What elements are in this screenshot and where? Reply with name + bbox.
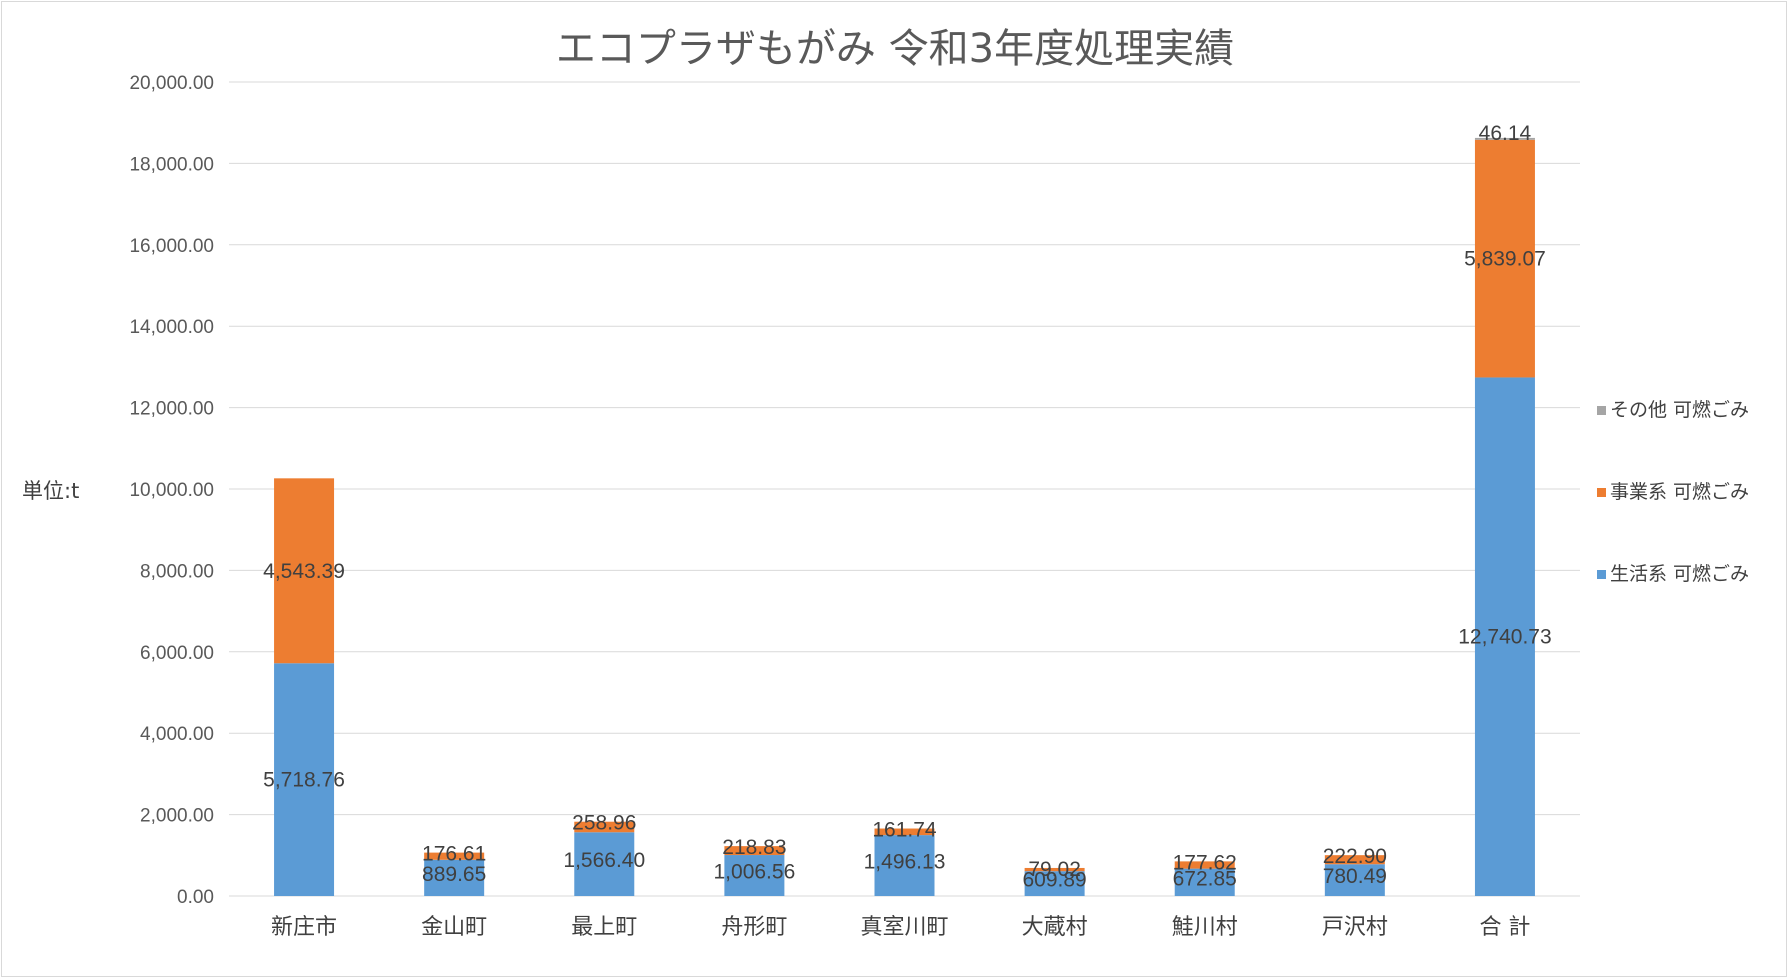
data-label: 12,740.73	[1458, 626, 1551, 649]
data-label: 258.96	[572, 812, 636, 835]
bar-segment	[274, 478, 335, 664]
x-category-label: 戸沢村	[1322, 915, 1388, 940]
bar-segment	[424, 859, 485, 896]
data-label: 176.61	[422, 843, 486, 866]
x-category-label: 鮭川村	[1172, 915, 1238, 940]
y-tick-label: 8,000.00	[140, 561, 214, 582]
legend-label: 生活系 可燃ごみ	[1610, 563, 1749, 585]
bar-segment	[724, 846, 785, 856]
x-category-label: 大蔵村	[1022, 915, 1088, 940]
bar-segment	[1024, 867, 1085, 872]
data-label: 672.85	[1173, 867, 1237, 890]
data-label: 4,543.39	[263, 560, 345, 583]
bar-segment	[724, 855, 785, 896]
x-category-label: 舟形町	[721, 915, 787, 940]
bar-segment	[1324, 855, 1385, 865]
x-category-label: 金山町	[421, 915, 487, 940]
y-tick-label: 18,000.00	[129, 154, 214, 175]
bar-segment	[1174, 868, 1235, 896]
x-axis-categories: 新庄市 金山町 最上町 舟形町 真室川町 大蔵村 鮭川村 戸沢村 合 計	[271, 915, 1530, 940]
data-label: 46.14	[1479, 122, 1532, 145]
y-tick-label: 2,000.00	[140, 806, 214, 827]
bar-segment	[874, 828, 935, 836]
y-tick-label: 20,000.00	[129, 73, 214, 94]
y-axis-unit-label: 単位:t	[22, 479, 79, 503]
legend-swatch	[1597, 488, 1606, 497]
data-label: 1,006.56	[714, 861, 796, 884]
data-label: 1,496.13	[864, 851, 946, 874]
x-category-label: 新庄市	[271, 915, 337, 940]
x-category-label: 最上町	[571, 915, 637, 940]
data-label: 5,718.76	[263, 769, 345, 792]
data-label: 889.65	[422, 863, 486, 886]
data-label: 222.90	[1323, 845, 1387, 868]
y-axis-ticks: 0.00 2,000.00 4,000.00 6,000.00 8,000.00 10,0…	[129, 73, 214, 908]
legend-label: 事業系 可燃ごみ	[1610, 481, 1749, 503]
data-label: 161.74	[872, 819, 937, 842]
bar-segment	[1324, 864, 1385, 896]
bar-segment	[274, 663, 335, 896]
bar-segment	[574, 821, 635, 833]
data-label: 609.89	[1022, 869, 1086, 892]
y-tick-label: 14,000.00	[129, 317, 214, 338]
bar-segment	[1474, 137, 1535, 140]
data-label: 218.83	[722, 836, 786, 859]
data-label: 5,839.07	[1464, 248, 1546, 271]
y-tick-label: 6,000.00	[140, 643, 214, 664]
chart-title: エコプラザもがみ 令和3年度処理実績	[556, 26, 1234, 72]
gridlines	[229, 81, 1580, 897]
y-tick-label: 4,000.00	[140, 724, 214, 745]
bar-segment	[1474, 377, 1535, 897]
y-tick-label: 16,000.00	[129, 236, 214, 257]
y-tick-label: 10,000.00	[129, 480, 214, 501]
legend-swatch	[1597, 570, 1606, 579]
y-tick-label: 0.00	[177, 887, 214, 908]
data-label: 1,566.40	[563, 849, 645, 872]
bars	[274, 137, 1535, 897]
legend-label: その他 可燃ごみ	[1610, 399, 1749, 421]
bar-segment	[574, 832, 635, 896]
y-tick-label: 12,000.00	[129, 399, 214, 420]
bar-segment	[874, 835, 935, 896]
bar-segment	[424, 852, 485, 860]
x-category-label: 合 計	[1479, 915, 1530, 940]
legend-swatch	[1597, 406, 1606, 415]
bar-segment	[1474, 139, 1535, 378]
data-label: 780.49	[1323, 865, 1387, 888]
bar-segment	[1024, 871, 1085, 896]
x-category-label: 真室川町	[860, 915, 948, 940]
bar-segment	[1174, 861, 1235, 869]
data-label: 79.02	[1028, 858, 1081, 881]
data-label: 177.62	[1173, 851, 1237, 874]
